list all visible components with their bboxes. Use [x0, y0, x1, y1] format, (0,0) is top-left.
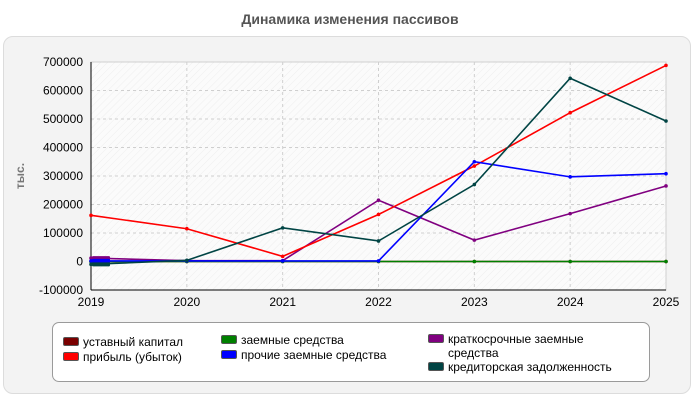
series-004444-point: [472, 182, 477, 187]
series-0000ff-point: [280, 259, 285, 263]
series-ff0000-point: [568, 110, 572, 115]
series-0000ff-point: [664, 171, 668, 176]
x-tick-label: 2019: [78, 295, 105, 309]
x-tick-label: 2022: [365, 295, 392, 309]
series-004444-start-marker: [92, 262, 110, 267]
legend-swatch-prochie-zaemnye: [221, 350, 237, 359]
series-0000ff-point: [89, 259, 93, 263]
x-tick-label: 2020: [173, 295, 200, 309]
series-ff0000-point: [376, 212, 381, 217]
series-004444-point: [89, 262, 93, 267]
legend-item-ustavny-kapital: уставный капитал: [63, 335, 183, 349]
series-008000-point: [568, 259, 572, 264]
series-800080-point: [568, 211, 572, 216]
legend-swatch-kratkosrochnye: [428, 334, 444, 343]
series-ff0000-point: [664, 63, 668, 68]
chart-title: Динамика изменения пассивов: [241, 11, 459, 27]
y-axis-label: тыс.: [13, 163, 27, 189]
series-ff0000-point: [185, 226, 189, 231]
series-0000ff-point: [472, 159, 477, 164]
series-0000ff-point: [376, 259, 381, 263]
series-008000-point: [472, 259, 477, 264]
series-004444-point: [664, 119, 668, 123]
series-0000ff-start-marker: [92, 258, 110, 263]
series-004444-point: [185, 258, 189, 263]
series-004444-point: [280, 226, 285, 230]
legend-swatch-ustavny-kapital: [63, 337, 79, 346]
legend-label-kreditorskaya: кредиторская задолженность: [448, 360, 612, 374]
x-tick-label: 2023: [461, 295, 488, 309]
legend-label-kratkosrochnye: краткосрочные заемные средства: [448, 332, 584, 360]
legend-swatch-kreditorskaya: [428, 362, 444, 371]
legend-item-pribyl: прибыль (убыток): [63, 350, 182, 364]
legend-swatch-pribyl: [63, 352, 79, 361]
series-800080-point: [664, 184, 668, 188]
legend-item-prochie-zaemnye: прочие заемные средства: [221, 348, 386, 362]
y-tick-label: 300000: [43, 169, 83, 183]
y-tick-label: 400000: [43, 141, 83, 155]
series-ff0000-point: [89, 213, 93, 218]
y-tick-label: 700000: [43, 55, 83, 69]
x-tick-label: 2024: [557, 295, 584, 309]
series-ff0000-point: [280, 254, 285, 259]
series-004444-point: [568, 76, 572, 81]
y-tick-label: -100000: [39, 283, 83, 297]
series-004444-point: [376, 239, 381, 243]
legend-label-prochie-zaemnye: прочие заемные средства: [241, 348, 387, 362]
legend-label-ustavny-kapital: уставный капитал: [83, 335, 183, 349]
y-tick-label: 100000: [43, 226, 83, 240]
y-tick-label: 500000: [43, 112, 83, 126]
y-tick-label: 0: [76, 255, 83, 269]
chart-legend: уставный капитал прибыль (убыток) заемны…: [52, 322, 650, 382]
legend-item-kratkosrochnye: краткосрочные заемные средства: [428, 332, 623, 360]
legend-item-zaemnye-sredstva: заемные средства: [221, 333, 344, 347]
series-ff0000-point: [472, 164, 477, 168]
legend-label-zaemnye-sredstva: заемные средства: [241, 333, 344, 347]
series-008000-point: [664, 259, 668, 264]
legend-item-kreditorskaya: кредиторская задолженность: [428, 360, 612, 374]
series-800080-point: [472, 238, 477, 242]
y-tick-label: 200000: [43, 198, 83, 212]
series-800080-point: [89, 256, 93, 260]
series-800080-point: [376, 198, 381, 203]
series-0000ff-point: [568, 175, 572, 179]
y-tick-label: 600000: [43, 84, 83, 98]
x-tick-label: 2021: [269, 295, 296, 309]
x-tick-label: 2025: [653, 295, 680, 309]
legend-swatch-zaemnye-sredstva: [221, 335, 237, 344]
legend-label-pribyl: прибыль (убыток): [83, 350, 182, 364]
